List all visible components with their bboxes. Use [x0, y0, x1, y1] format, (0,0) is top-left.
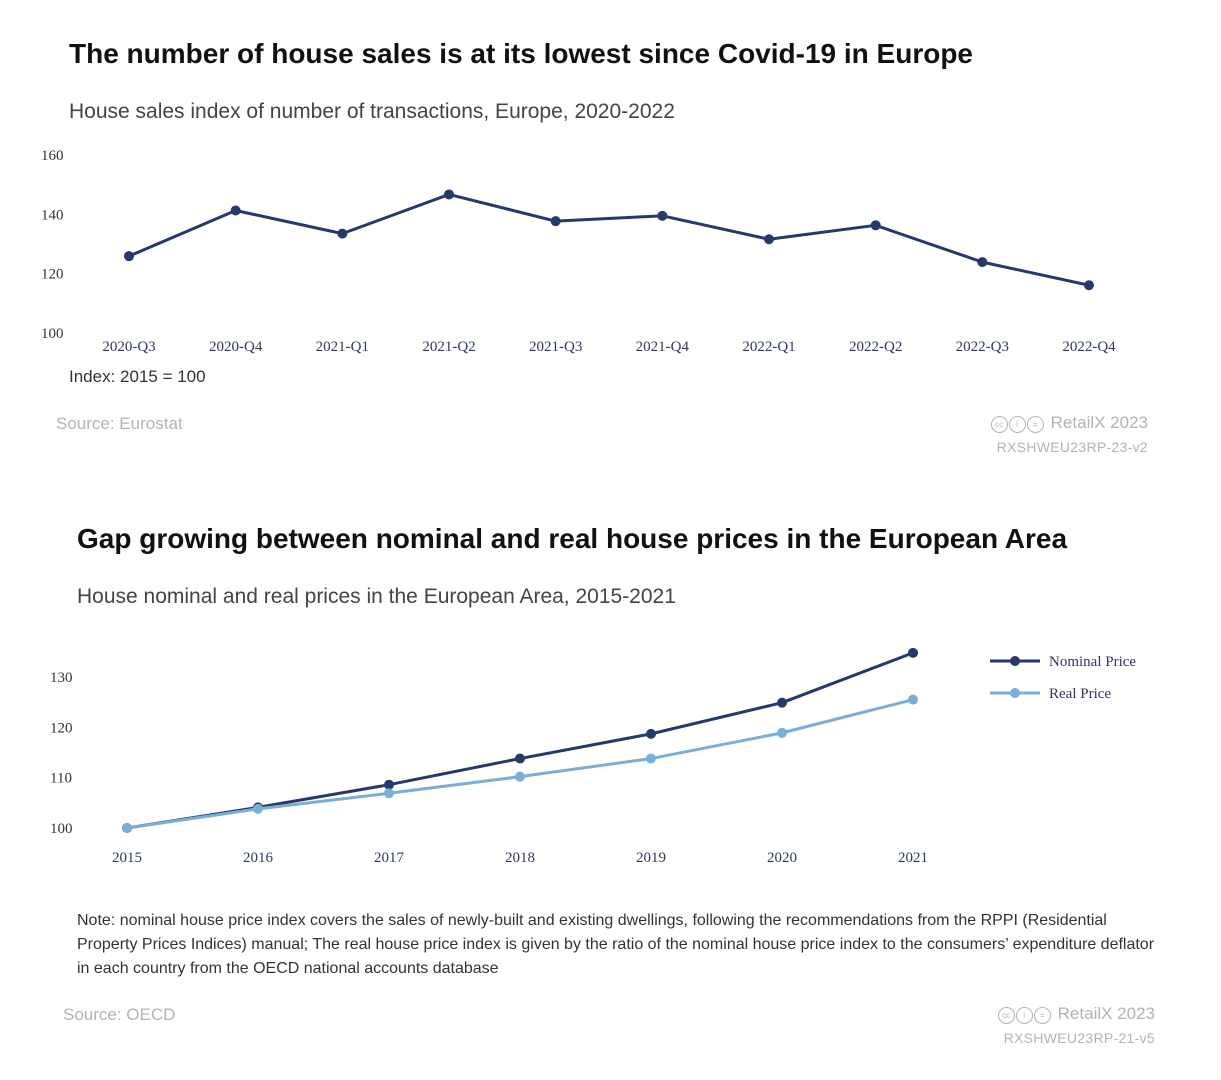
chart1-brand-text: RetailX 2023	[1050, 413, 1148, 432]
c2-legend-marker	[1010, 688, 1020, 698]
c1-y-tick-label: 100	[41, 326, 64, 342]
c1-data-point	[337, 228, 348, 239]
c1-y-tick-label: 140	[41, 207, 64, 223]
chart1-brand: cc i = RetailX 2023	[990, 413, 1148, 434]
c2-data-point	[646, 728, 656, 739]
c2-data-point	[908, 647, 918, 658]
c2-data-point	[515, 753, 525, 764]
c1-x-tick-label: 2021-Q4	[636, 339, 690, 355]
c2-data-point	[777, 727, 787, 738]
chart2-plot: 100 110 120 130 2015 2016 2017 2018 2019 2020 202…	[50, 647, 1136, 866]
creative-commons-icon: cc i =	[990, 414, 1045, 434]
c1-data-point	[550, 216, 561, 227]
c2-data-point	[908, 694, 918, 705]
c1-data-point	[870, 220, 881, 231]
c1-series-line-0	[128, 192, 1090, 287]
chart1-title: The number of house sales is at its lowe…	[69, 38, 973, 69]
c2-y-tick-label: 130	[50, 670, 73, 686]
c1-x-tick-label: 2021-Q3	[529, 339, 582, 355]
c1-data-point	[1084, 280, 1094, 291]
c1-x-tick-label: 2022-Q1	[742, 339, 795, 355]
c2-x-tick-label: 2017	[374, 850, 405, 866]
c1-x-tick-label: 2020-Q3	[102, 339, 155, 355]
c1-x-tick-label: 2022-Q4	[1062, 339, 1116, 355]
c2-data-point	[122, 823, 132, 833]
chart2-source: Source: OECD	[63, 1005, 176, 1024]
c1-x-tick-label: 2021-Q2	[422, 339, 475, 355]
creative-commons-icon: cc i =	[997, 1005, 1052, 1025]
c2-data-point	[384, 779, 394, 790]
c1-data-point	[657, 210, 668, 221]
c2-data-point	[384, 788, 394, 799]
c1-y-tick-label: 160	[41, 148, 64, 164]
c1-y-tick-label: 120	[41, 267, 64, 283]
c1-x-tick-label: 2020-Q4	[209, 339, 263, 355]
c2-x-tick-label: 2016	[243, 850, 274, 866]
c2-x-tick-label: 2021	[898, 850, 928, 866]
chart2-note: Note: nominal house price index covers t…	[77, 912, 1155, 977]
chart1-subtitle: House sales index of number of transacti…	[69, 100, 675, 123]
c1-data-point	[977, 257, 988, 268]
chart1-code: RXSHWEU23RP-23-v2	[996, 439, 1148, 455]
c2-data-point	[515, 771, 525, 782]
chart1-index-note: Index: 2015 = 100	[69, 367, 206, 386]
chart2-code: RXSHWEU23RP-21-v5	[1003, 1030, 1155, 1046]
c1-data-point	[444, 189, 454, 200]
c1-data-point	[124, 251, 134, 262]
chart2-title: Gap growing between nominal and real hou…	[77, 523, 1068, 554]
c2-x-tick-label: 2019	[636, 850, 666, 866]
c2-data-point	[777, 697, 787, 708]
chart1-source: Source: Eurostat	[56, 414, 183, 433]
c1-x-tick-label: 2022-Q3	[956, 339, 1009, 355]
chart2-subtitle: House nominal and real prices in the Eur…	[77, 585, 676, 608]
c2-legend-label: Real Price	[1049, 686, 1111, 702]
c2-x-tick-label: 2015	[112, 850, 142, 866]
c2-series-line-0	[126, 651, 914, 830]
c2-legend-label: Nominal Price	[1049, 654, 1136, 670]
c2-y-tick-label: 120	[50, 720, 73, 736]
c2-x-tick-label: 2018	[505, 850, 535, 866]
chart1-plot: 100 120 140 160 2020-Q3 2020-Q4 2021-Q1 2021-Q…	[41, 148, 1116, 355]
c2-y-tick-label: 110	[50, 771, 72, 787]
c1-data-point	[764, 234, 774, 245]
chart2-brand-text: RetailX 2023	[1057, 1004, 1155, 1023]
c1-x-tick-label: 2021-Q1	[316, 339, 369, 355]
c2-x-tick-label: 2020	[767, 850, 797, 866]
chart2-brand: cc i = RetailX 2023	[997, 1004, 1155, 1025]
c1-x-tick-label: 2022-Q2	[849, 339, 902, 355]
c2-legend-marker	[1010, 656, 1020, 666]
c2-data-point	[253, 803, 263, 814]
c1-data-point	[230, 205, 241, 216]
c2-data-point	[646, 753, 656, 764]
c2-y-tick-label: 100	[50, 821, 73, 837]
